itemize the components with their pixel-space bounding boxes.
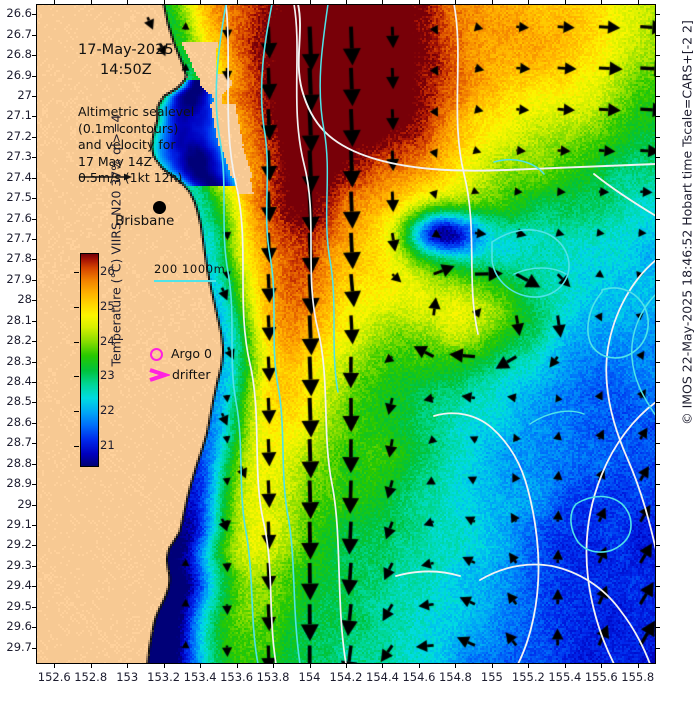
x-axis-tick-mark <box>236 664 238 668</box>
y-axis-tick-label: 26.9 <box>6 67 32 82</box>
y-axis-tick-label: 29.5 <box>6 598 32 613</box>
y-axis-tick-label: 28.5 <box>6 394 32 409</box>
x-axis-tick-mark <box>127 664 129 668</box>
argo-legend-label: Argo 0 <box>171 346 212 361</box>
velocity-key-arrow-icon <box>80 173 132 181</box>
y-axis-tick-label: 27.6 <box>6 210 32 225</box>
colorbar-tick-mark <box>74 272 79 274</box>
x-axis-tick-label: 154 <box>298 670 321 684</box>
colorbar-tick-label: 22 <box>100 403 115 418</box>
x-axis-tick-mark <box>90 664 92 668</box>
y-axis-tick-label: 29.3 <box>6 557 32 572</box>
x-axis-tick-mark <box>382 664 384 668</box>
scale-bar-isobath-1000m <box>154 280 216 282</box>
x-axis-tick-label: 153.4 <box>183 670 217 684</box>
x-axis-tick-label: 154.6 <box>402 670 436 684</box>
date-text: 17-May-2025 <box>78 42 174 58</box>
y-axis-tick-label: 29.6 <box>6 619 32 634</box>
x-axis-tick-mark <box>346 664 347 668</box>
x-axis-tick-label: 153.2 <box>147 670 181 684</box>
x-axis-tick-mark <box>200 664 202 668</box>
y-axis-tick-label: 28.9 <box>6 476 32 491</box>
y-axis-tick-label: 28.8 <box>6 455 32 470</box>
x-axis-tick-label: 155.2 <box>511 670 545 684</box>
brisbane-city-dot-icon <box>153 201 166 214</box>
description-annotation: Altimetric sealevel (0.1m contours) and … <box>78 104 195 185</box>
y-axis-tick-label: 27.1 <box>6 108 32 123</box>
y-axis-tick-label: 26.6 <box>6 6 32 21</box>
x-axis-tick-label: 153 <box>116 670 139 684</box>
y-axis-tick-label: 28 <box>17 292 32 307</box>
colorbar-tick-label: 24 <box>100 333 115 348</box>
x-axis-tick-mark <box>637 664 639 668</box>
y-axis-tick-label: 28.3 <box>6 353 32 368</box>
x-axis-tick-mark <box>455 664 457 668</box>
colorbar-tick-mark <box>74 306 79 308</box>
y-axis-tick-label: 27.8 <box>6 251 32 266</box>
y-axis-tick-label: 27.4 <box>6 169 32 184</box>
x-axis-tick-label: 153.6 <box>220 670 254 684</box>
map-plot-area[interactable]: 17-May-2025 14:50Z Altimetric sealevel (0… <box>36 4 656 664</box>
x-axis-tick-label: 154.4 <box>366 670 399 684</box>
colorbar-tick-mark <box>74 411 79 413</box>
y-axis-tick-label: 27.3 <box>6 149 32 164</box>
colorbar-tick-mark <box>74 445 79 447</box>
y-axis-tick-label: 29.7 <box>6 639 32 654</box>
time-text: 14:50Z <box>100 62 152 78</box>
y-axis-tick-label: 27.7 <box>6 230 32 245</box>
y-axis-tick-label: 27.5 <box>6 190 32 205</box>
x-axis-tick-mark <box>163 664 165 668</box>
datetime-annotation: 17-May-2025 14:50Z <box>78 40 174 80</box>
colorbar-tick-label: 26 <box>100 264 115 279</box>
y-axis-tick-label: 26.8 <box>6 47 32 62</box>
x-axis-tick-label: 154.2 <box>329 670 363 684</box>
colorbar-tick-label: 25 <box>100 298 115 313</box>
colorbar-tick-mark <box>74 341 79 343</box>
x-axis-tick-label: 154.8 <box>438 670 472 684</box>
y-axis-tick-label: 29.1 <box>6 517 32 532</box>
y-axis-tick-label: 29.4 <box>6 578 32 593</box>
y-axis-tick-label: 28.6 <box>6 414 32 429</box>
y-axis-tick-label: 28.7 <box>6 435 32 450</box>
colorbar-tick-label: 23 <box>100 368 115 383</box>
x-axis-tick-label: 152.8 <box>74 670 108 684</box>
x-axis-tick-mark <box>273 664 275 668</box>
x-axis-tick-mark <box>54 664 56 668</box>
y-axis-tick-label: 29 <box>17 496 32 511</box>
x-axis-tick-label: 155.8 <box>621 670 655 684</box>
x-axis-tick-mark <box>528 664 530 668</box>
x-axis-tick-mark <box>491 664 493 668</box>
y-axis-tick-label: 26.7 <box>6 26 32 41</box>
colorbar-tick-label: 21 <box>100 437 115 452</box>
x-axis-tick-label: 152.6 <box>37 670 71 684</box>
y-axis-tick-label: 28.2 <box>6 333 32 348</box>
colorbar-axis-label: Temperature (°C) VIIRS_N20 37% ql>=4 <box>108 114 124 367</box>
x-axis-tick-label: 155.4 <box>548 670 582 684</box>
y-axis-tick-label: 27 <box>17 87 32 102</box>
credit-container: © IMOS 22-May-2025 18:46:52 Hobart time … <box>658 0 700 700</box>
x-axis-tick-mark <box>564 664 566 668</box>
scale-bar-label: 200 1000m <box>154 262 226 276</box>
x-axis-tick-label: 155 <box>480 670 503 684</box>
argo-marker-icon <box>150 348 163 361</box>
y-axis-tick-label: 27.9 <box>6 271 32 286</box>
x-axis-tick-label: 153.8 <box>256 670 290 684</box>
y-axis-tick-label: 27.2 <box>6 128 32 143</box>
drifter-marker-icon <box>149 368 170 382</box>
y-axis-tick-label: 28.1 <box>6 312 32 327</box>
x-axis-tick-mark <box>309 664 311 668</box>
x-axis-tick-mark <box>601 664 603 668</box>
temperature-colorbar <box>80 253 99 467</box>
credit-text: © IMOS 22-May-2025 18:46:52 Hobart time … <box>679 20 695 425</box>
drifter-legend-label: drifter <box>172 367 211 382</box>
y-axis-tick-label: 29.2 <box>6 537 32 552</box>
sst-raster-layer <box>36 4 656 664</box>
colorbar-tick-mark <box>74 376 79 378</box>
x-axis-tick-label: 155.6 <box>584 670 618 684</box>
y-axis-tick-label: 28.4 <box>6 374 32 389</box>
x-axis-tick-mark <box>418 664 420 668</box>
brisbane-city-label: Brisbane <box>115 213 175 229</box>
